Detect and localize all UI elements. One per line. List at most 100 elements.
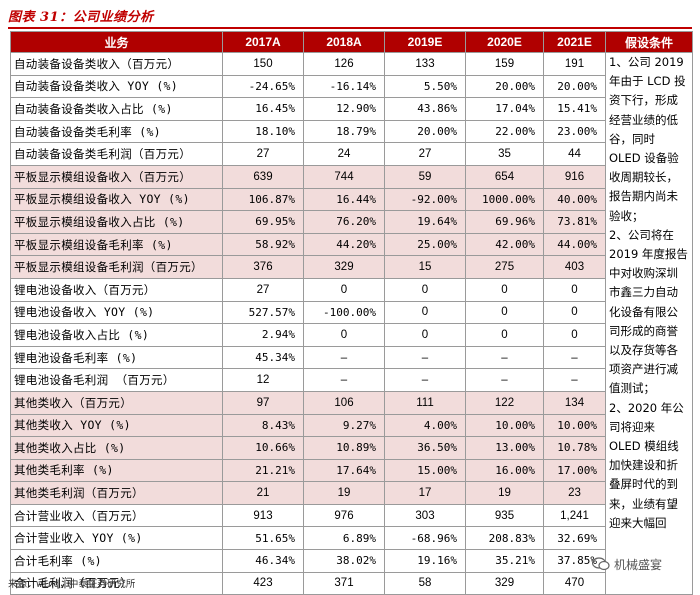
cell-value: 17.64% bbox=[303, 458, 385, 483]
cell-value: 0 bbox=[465, 300, 544, 325]
table-row: 其他类毛利润（百万元） 21 19 17 19 23 bbox=[10, 481, 693, 505]
row-label: 合计营业收入（百万元） bbox=[10, 503, 223, 528]
cell-value: 10.00% bbox=[465, 413, 544, 438]
cell-value: 329 bbox=[465, 571, 544, 595]
header-2017a: 2017A bbox=[222, 31, 304, 53]
cell-value: 20.00% bbox=[543, 74, 606, 99]
cell-value: 423 bbox=[222, 571, 304, 595]
cell-value: 19.64% bbox=[384, 210, 466, 234]
cell-value: 2.94% bbox=[222, 323, 304, 347]
cell-value: 0 bbox=[384, 323, 466, 347]
table-row: 其他类收入 YOY (%) 8.43% 9.27% 4.00% 10.00% 10.00% bbox=[10, 413, 693, 438]
wechat-icon bbox=[592, 557, 610, 571]
cell-value: – bbox=[465, 345, 544, 370]
row-label: 锂电池设备毛利润 （百万元） bbox=[10, 368, 223, 392]
cell-value: 0 bbox=[543, 277, 606, 302]
table-row: 锂电池设备收入 YOY (%) 527.57% -100.00% 0 0 0 bbox=[10, 300, 693, 325]
cell-value: 97 bbox=[222, 390, 304, 415]
table-row: 其他类毛利率 (%) 21.21% 17.64% 15.00% 16.00% 17.00% bbox=[10, 458, 693, 483]
watermark-text: 机械盛宴 bbox=[614, 557, 663, 572]
cell-value: 12 bbox=[222, 368, 304, 392]
cell-value: 19 bbox=[465, 481, 544, 505]
row-label: 锂电池设备收入占比 (%) bbox=[10, 323, 223, 347]
cell-value: 0 bbox=[303, 277, 385, 302]
cell-value: -24.65% bbox=[222, 74, 304, 99]
row-label: 平板显示模组设备毛利率 (%) bbox=[10, 232, 223, 257]
row-label: 合计毛利率 (%) bbox=[10, 549, 223, 573]
header-2018a: 2018A bbox=[303, 31, 385, 53]
cell-value: 159 bbox=[465, 52, 544, 76]
cell-value: -92.00% bbox=[384, 187, 466, 212]
cell-value: – bbox=[303, 368, 385, 392]
row-label: 锂电池设备收入（百万元） bbox=[10, 277, 223, 302]
cell-value: 73.81% bbox=[543, 210, 606, 234]
row-label: 自动装备设备类收入（百万元） bbox=[10, 52, 223, 76]
cell-value: 42.00% bbox=[465, 232, 544, 257]
cell-value: 38.02% bbox=[303, 549, 385, 573]
cell-value: 134 bbox=[543, 390, 606, 415]
cell-value: 21 bbox=[222, 481, 304, 505]
table-row: 合计毛利润（百万元） 423 371 58 329 470 bbox=[10, 571, 693, 595]
cell-value: 0 bbox=[543, 323, 606, 347]
cell-value: 0 bbox=[465, 323, 544, 347]
cell-value: 0 bbox=[303, 323, 385, 347]
cell-value: 40.00% bbox=[543, 187, 606, 212]
cell-value: 5.50% bbox=[384, 74, 466, 99]
cell-value: 0 bbox=[384, 300, 466, 325]
cell-value: 16.00% bbox=[465, 458, 544, 483]
cell-value: – bbox=[465, 368, 544, 392]
cell-value: 19.16% bbox=[384, 549, 466, 573]
header-2020e: 2020E bbox=[465, 31, 544, 53]
cell-value: 18.79% bbox=[303, 119, 385, 144]
cell-value: 35 bbox=[465, 142, 544, 166]
table-row: 平板显示模组设备收入占比 (%) 69.95% 76.20% 19.64% 69.96%… bbox=[10, 210, 693, 234]
row-label: 自动装备设备类收入 YOY (%) bbox=[10, 74, 223, 99]
cell-value: – bbox=[384, 368, 466, 392]
cell-value: 17.04% bbox=[465, 97, 544, 121]
watermark: 机械盛宴 bbox=[592, 550, 692, 578]
cell-value: 191 bbox=[543, 52, 606, 76]
header-assumptions: 假设条件 bbox=[605, 31, 693, 53]
cell-value: – bbox=[543, 345, 606, 370]
performance-table: 业务 2017A 2018A 2019E 2020E 2021E 假设条件 自动… bbox=[10, 31, 693, 595]
row-label: 平板显示模组设备毛利润（百万元） bbox=[10, 255, 223, 279]
cell-value: 208.83% bbox=[465, 526, 544, 551]
table-row: 自动装备设备类收入 YOY (%) -24.65% -16.14% 5.50% 20.0… bbox=[10, 74, 693, 99]
cell-value: – bbox=[543, 368, 606, 392]
cell-value: 44 bbox=[543, 142, 606, 166]
cell-value: -68.96% bbox=[384, 526, 466, 551]
row-label: 自动装备设备类毛利率 (%) bbox=[10, 119, 223, 144]
cell-value: 16.44% bbox=[303, 187, 385, 212]
title-rule bbox=[8, 27, 692, 29]
row-label: 锂电池设备收入 YOY (%) bbox=[10, 300, 223, 325]
cell-value: 69.95% bbox=[222, 210, 304, 234]
cell-value: 27 bbox=[222, 142, 304, 166]
cell-value: 15.00% bbox=[384, 458, 466, 483]
cell-value: 44.00% bbox=[543, 232, 606, 257]
cell-value: 15.41% bbox=[543, 97, 606, 121]
table-row: 其他类收入（百万元） 97 106 111 122 134 bbox=[10, 390, 693, 415]
assumptions-cell: 1、公司 2019 年由于 LCD 投资下行，形成经营业绩的低谷，同时 OLED… bbox=[605, 51, 693, 595]
table-row: 平板显示模组设备毛利率 (%) 58.92% 44.20% 25.00% 42.00% 4… bbox=[10, 232, 693, 257]
table-row: 自动装备设备类毛利润（百万元） 27 24 27 35 44 bbox=[10, 142, 693, 166]
table-row: 合计营业收入 YOY (%) 51.65% 6.89% -68.96% 208.83% 3… bbox=[10, 526, 693, 551]
table-row: 平板显示模组设备收入 YOY (%) 106.87% 16.44% -92.00% 10… bbox=[10, 187, 693, 212]
cell-value: 111 bbox=[384, 390, 466, 415]
table-row: 锂电池设备毛利率 (%) 45.34% – – – – bbox=[10, 345, 693, 370]
cell-value: 16.45% bbox=[222, 97, 304, 121]
row-label: 自动装备设备类收入占比 (%) bbox=[10, 97, 223, 121]
cell-value: 12.90% bbox=[303, 97, 385, 121]
header-2019e: 2019E bbox=[384, 31, 466, 53]
table-row: 自动装备设备类收入占比 (%) 16.45% 12.90% 43.86% 17.04% 1… bbox=[10, 97, 693, 121]
cell-value: 18.10% bbox=[222, 119, 304, 144]
cell-value: 126 bbox=[303, 52, 385, 76]
cell-value: 17 bbox=[384, 481, 466, 505]
cell-value: 9.27% bbox=[303, 413, 385, 438]
cell-value: -16.14% bbox=[303, 74, 385, 99]
assumptions-text: 1、公司 2019 年由于 LCD 投资下行，形成经营业绩的低谷，同时 OLED… bbox=[609, 55, 688, 530]
cell-value: 0 bbox=[465, 277, 544, 302]
cell-value: 744 bbox=[303, 164, 385, 189]
cell-value: 10.00% bbox=[543, 413, 606, 438]
cell-value: 20.00% bbox=[384, 119, 466, 144]
cell-value: 1,241 bbox=[543, 503, 606, 528]
